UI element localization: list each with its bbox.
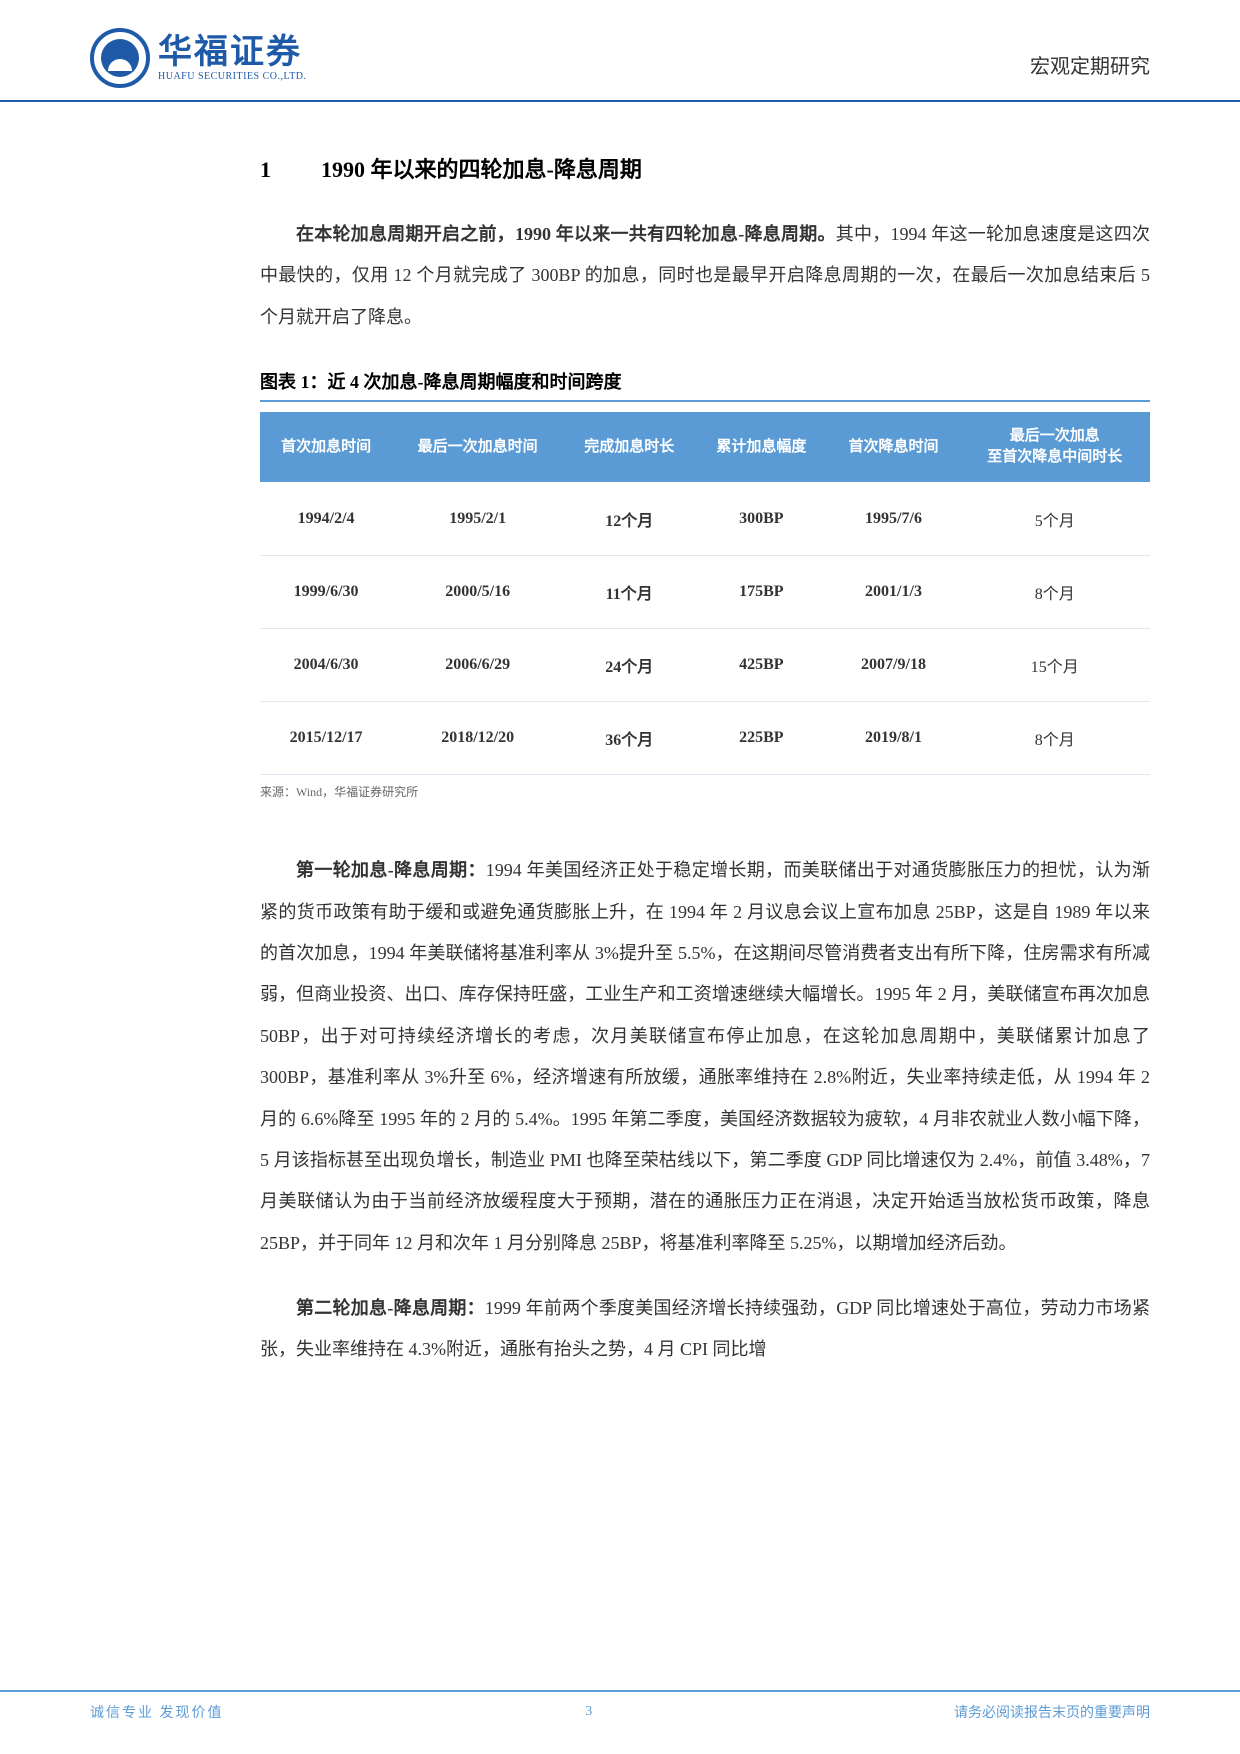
cell: 1994/2/4	[260, 483, 392, 556]
section-title: 1990 年以来的四轮加息-降息周期	[321, 157, 642, 182]
cell: 2004/6/30	[260, 629, 392, 702]
cell: 1999/6/30	[260, 556, 392, 629]
table-row: 2004/6/30 2006/6/29 24个月 425BP 2007/9/18…	[260, 629, 1150, 702]
page-header: 华福证券 HUAFU SECURITIES CO.,LTD. 宏观定期研究	[0, 0, 1240, 102]
th-first-hike: 首次加息时间	[260, 412, 392, 483]
page-content: 1 1990 年以来的四轮加息-降息周期 在本轮加息周期开启之前，1990 年以来…	[0, 102, 1240, 1371]
cell: 15个月	[960, 629, 1150, 702]
paragraph-cycle-1: 第一轮加息-降息周期：1994 年美国经济正处于稳定增长期，而美联储出于对通货膨…	[260, 850, 1150, 1264]
cell: 12个月	[563, 483, 695, 556]
table-source: 来源：Wind，华福证券研究所	[260, 783, 1150, 800]
cell: 175BP	[695, 556, 827, 629]
doc-type-label: 宏观定期研究	[1030, 28, 1150, 79]
cycles-table: 首次加息时间 最后一次加息时间 完成加息时长 累计加息幅度 首次降息时间 最后一…	[260, 412, 1150, 775]
cell: 24个月	[563, 629, 695, 702]
paragraph-cycle-2: 第二轮加息-降息周期：1999 年前两个季度美国经济增长持续强劲，GDP 同比增…	[260, 1288, 1150, 1371]
logo-cn: 华福证券	[158, 35, 307, 69]
cell: 11个月	[563, 556, 695, 629]
cell: 2007/9/18	[827, 629, 959, 702]
cell: 2019/8/1	[827, 702, 959, 775]
para1-lead: 第一轮加息-降息周期：	[296, 860, 486, 880]
th-gap: 最后一次加息至首次降息中间时长	[960, 412, 1150, 483]
cell: 2000/5/16	[392, 556, 563, 629]
cell: 2001/1/3	[827, 556, 959, 629]
intro-paragraph: 在本轮加息周期开启之前，1990 年以来一共有四轮加息-降息周期。其中，1994…	[260, 214, 1150, 338]
table-row: 1999/6/30 2000/5/16 11个月 175BP 2001/1/3 …	[260, 556, 1150, 629]
cell: 2006/6/29	[392, 629, 563, 702]
table-row: 1994/2/4 1995/2/1 12个月 300BP 1995/7/6 5个…	[260, 483, 1150, 556]
logo-text: 华福证券 HUAFU SECURITIES CO.,LTD.	[158, 35, 307, 82]
intro-bold: 在本轮加息周期开启之前，1990 年以来一共有四轮加息-降息周期。	[296, 224, 836, 244]
footer-motto: 诚信专业 发现价值	[90, 1702, 224, 1722]
cell: 8个月	[960, 556, 1150, 629]
logo-mark	[90, 28, 150, 88]
cell: 1995/2/1	[392, 483, 563, 556]
logo-en: HUAFU SECURITIES CO.,LTD.	[158, 71, 307, 82]
cell: 5个月	[960, 483, 1150, 556]
th-duration: 完成加息时长	[563, 412, 695, 483]
cell: 2015/12/17	[260, 702, 392, 775]
th-first-cut: 首次降息时间	[827, 412, 959, 483]
page-number: 3	[585, 1704, 592, 1720]
cell: 1995/7/6	[827, 483, 959, 556]
para1-body: 1994 年美国经济正处于稳定增长期，而美联储出于对通货膨胀压力的担忧，认为渐紧…	[260, 860, 1150, 1253]
logo: 华福证券 HUAFU SECURITIES CO.,LTD.	[90, 28, 307, 88]
cell: 2018/12/20	[392, 702, 563, 775]
cell: 425BP	[695, 629, 827, 702]
table-row: 2015/12/17 2018/12/20 36个月 225BP 2019/8/…	[260, 702, 1150, 775]
cell: 225BP	[695, 702, 827, 775]
th-last-hike: 最后一次加息时间	[392, 412, 563, 483]
cell: 36个月	[563, 702, 695, 775]
cell: 8个月	[960, 702, 1150, 775]
para2-lead: 第二轮加息-降息周期：	[296, 1298, 485, 1318]
section-number: 1	[260, 157, 271, 183]
cell: 300BP	[695, 483, 827, 556]
section-heading: 1 1990 年以来的四轮加息-降息周期	[260, 152, 1150, 184]
th-total-bp: 累计加息幅度	[695, 412, 827, 483]
page-footer: 诚信专业 发现价值 3 请务必阅读报告末页的重要声明	[0, 1690, 1240, 1722]
table-caption: 图表 1：近 4 次加息-降息周期幅度和时间跨度	[260, 368, 1150, 402]
footer-disclaimer: 请务必阅读报告末页的重要声明	[954, 1702, 1150, 1722]
table-header-row: 首次加息时间 最后一次加息时间 完成加息时长 累计加息幅度 首次降息时间 最后一…	[260, 412, 1150, 483]
